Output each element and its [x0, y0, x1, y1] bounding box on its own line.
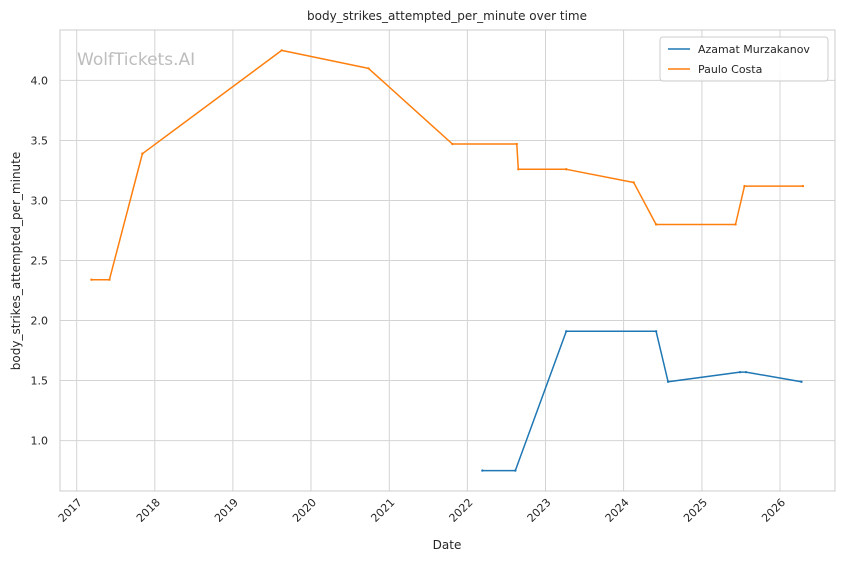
data-point: [517, 168, 520, 171]
data-point: [666, 380, 670, 383]
series-line-1: [91, 49, 803, 281]
x-axis-label: Date: [433, 538, 462, 552]
legend: Azamat Murzakanov Paulo Costa: [659, 36, 829, 82]
data-point: [743, 184, 746, 188]
y-tick-label: 3.5: [31, 134, 49, 147]
y-tick-label: 3.0: [31, 194, 49, 207]
data-point: [800, 380, 803, 383]
data-point: [565, 168, 568, 171]
y-tick-label: 4.0: [31, 74, 49, 87]
y-axis-label: body_strikes_attempted_per_minute: [9, 152, 23, 370]
data-point: [515, 142, 519, 146]
data-point: [90, 278, 93, 281]
plot-frame: [59, 29, 836, 492]
data-point: [280, 49, 283, 52]
data-point: [654, 330, 658, 333]
data-point: [451, 142, 454, 146]
data-point: [632, 181, 635, 184]
data-point: [744, 370, 748, 374]
y-tick-label: 2.5: [31, 255, 49, 268]
legend-box: [659, 36, 829, 82]
legend-label: Paulo Costa: [698, 63, 762, 76]
data-point: [108, 278, 111, 281]
watermark: WolfTickets.AI: [77, 50, 195, 70]
y-tick-label: 1.0: [31, 435, 49, 448]
data-point: [141, 152, 144, 155]
y-tick-label: 1.5: [31, 375, 49, 388]
legend-label: Azamat Murzakanov: [698, 43, 810, 56]
data-point: [565, 330, 568, 333]
data-point: [734, 223, 737, 226]
data-point: [654, 223, 658, 226]
data-point: [738, 370, 742, 374]
data-point: [481, 469, 484, 472]
data-point: [514, 469, 517, 472]
chart-title: body_strikes_attempted_per_minute over t…: [307, 9, 587, 23]
y-tick-label: 2.0: [31, 315, 49, 328]
data-point: [367, 67, 370, 70]
data-point: [801, 184, 805, 188]
